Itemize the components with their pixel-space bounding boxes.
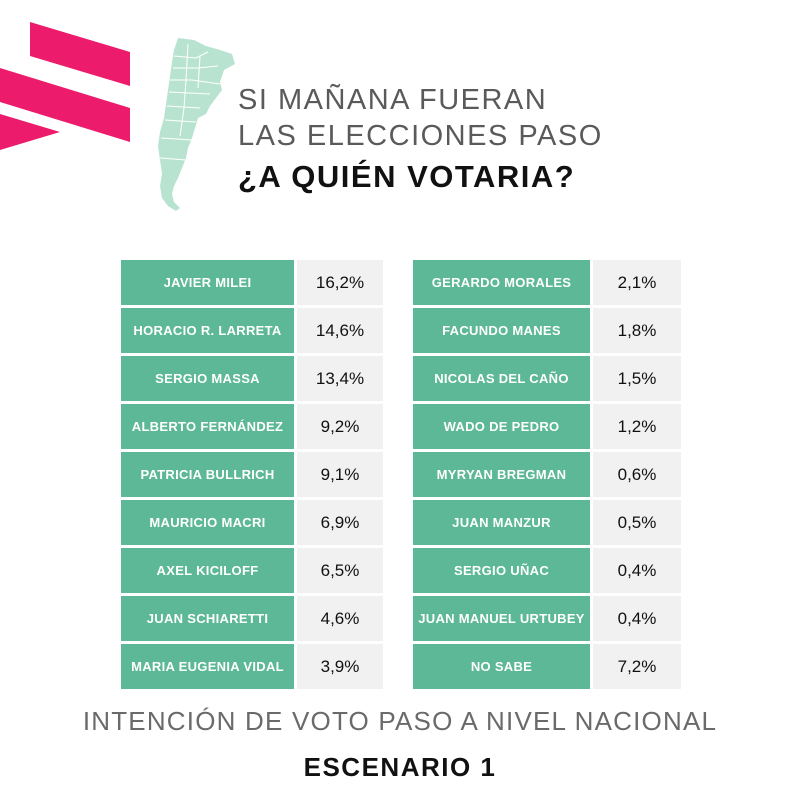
table-row: JUAN MANZUR 0,5% xyxy=(413,500,681,545)
header-question: ¿A QUIÉN VOTARIA? xyxy=(238,159,576,194)
brand-logo-icon xyxy=(0,22,130,150)
candidate-name: WADO DE PEDRO xyxy=(413,404,590,449)
candidate-value: 6,5% xyxy=(297,548,383,593)
table-row: ALBERTO FERNÁNDEZ 9,2% xyxy=(121,404,383,449)
candidate-name: ALBERTO FERNÁNDEZ xyxy=(121,404,294,449)
candidate-name: NO SABE xyxy=(413,644,590,689)
candidate-name: HORACIO R. LARRETA xyxy=(121,308,294,353)
candidate-name: GERARDO MORALES xyxy=(413,260,590,305)
page-header: SI MAÑANA FUERAN LAS ELECCIONES PASO ¿A … xyxy=(238,82,603,198)
table-row: MAURICIO MACRI 6,9% xyxy=(121,500,383,545)
table-row: WADO DE PEDRO 1,2% xyxy=(413,404,681,449)
candidate-name: AXEL KICILOFF xyxy=(121,548,294,593)
candidate-name: JAVIER MILEI xyxy=(121,260,294,305)
header-line-1: SI MAÑANA FUERAN xyxy=(238,84,548,116)
logo-stripe-bottom xyxy=(0,114,60,150)
candidate-value: 9,1% xyxy=(297,452,383,497)
candidate-name: MARIA EUGENIA VIDAL xyxy=(121,644,294,689)
candidate-name: MYRYAN BREGMAN xyxy=(413,452,590,497)
candidate-name: JUAN SCHIARETTI xyxy=(121,596,294,641)
logo-stripe-middle xyxy=(0,68,130,142)
candidate-name: FACUNDO MANES xyxy=(413,308,590,353)
map-shape xyxy=(158,38,235,211)
candidate-name: JUAN MANUEL URTUBEY xyxy=(413,596,590,641)
table-row: NO SABE 7,2% xyxy=(413,644,681,689)
candidate-value: 3,9% xyxy=(297,644,383,689)
table-row: SERGIO MASSA 13,4% xyxy=(121,356,383,401)
candidate-value: 2,1% xyxy=(593,260,681,305)
table-row: JUAN SCHIARETTI 4,6% xyxy=(121,596,383,641)
candidate-value: 0,5% xyxy=(593,500,681,545)
candidate-value: 13,4% xyxy=(297,356,383,401)
scenario-label: ESCENARIO 1 xyxy=(303,752,497,782)
table-row: FACUNDO MANES 1,8% xyxy=(413,308,681,353)
table-row: AXEL KICILOFF 6,5% xyxy=(121,548,383,593)
table-row: JUAN MANUEL URTUBEY 0,4% xyxy=(413,596,681,641)
candidate-value: 16,2% xyxy=(297,260,383,305)
logo-stripe-top xyxy=(30,22,130,86)
table-row: JAVIER MILEI 16,2% xyxy=(121,260,383,305)
table-row: HORACIO R. LARRETA 14,6% xyxy=(121,308,383,353)
table-row: PATRICIA BULLRICH 9,1% xyxy=(121,452,383,497)
candidate-value: 4,6% xyxy=(297,596,383,641)
candidate-value: 0,4% xyxy=(593,548,681,593)
candidate-value: 1,2% xyxy=(593,404,681,449)
candidate-value: 7,2% xyxy=(593,644,681,689)
table-row: SERGIO UÑAC 0,4% xyxy=(413,548,681,593)
candidate-name: MAURICIO MACRI xyxy=(121,500,294,545)
candidate-name: NICOLAS DEL CAÑO xyxy=(413,356,590,401)
results-table-right: GERARDO MORALES 2,1% FACUNDO MANES 1,8% NI… xyxy=(413,260,681,692)
results-table-left: JAVIER MILEI 16,2% HORACIO R. LARRETA 14,6… xyxy=(121,260,383,692)
footer-subtitle: INTENCIÓN DE VOTO PASO A NIVEL NACIONAL xyxy=(82,706,718,736)
header-line-2: LAS ELECCIONES PASO xyxy=(238,120,603,152)
table-row: MYRYAN BREGMAN 0,6% xyxy=(413,452,681,497)
argentina-map-icon xyxy=(158,38,235,211)
candidate-value: 1,5% xyxy=(593,356,681,401)
candidate-name: SERGIO UÑAC xyxy=(413,548,590,593)
table-row: GERARDO MORALES 2,1% xyxy=(413,260,681,305)
table-row: NICOLAS DEL CAÑO 1,5% xyxy=(413,356,681,401)
candidate-name: JUAN MANZUR xyxy=(413,500,590,545)
candidate-value: 14,6% xyxy=(297,308,383,353)
candidate-value: 6,9% xyxy=(297,500,383,545)
candidate-value: 0,4% xyxy=(593,596,681,641)
candidate-name: SERGIO MASSA xyxy=(121,356,294,401)
candidate-value: 1,8% xyxy=(593,308,681,353)
candidate-name: PATRICIA BULLRICH xyxy=(121,452,294,497)
candidate-value: 9,2% xyxy=(297,404,383,449)
table-row: MARIA EUGENIA VIDAL 3,9% xyxy=(121,644,383,689)
candidate-value: 0,6% xyxy=(593,452,681,497)
map-province-borders xyxy=(159,43,221,161)
